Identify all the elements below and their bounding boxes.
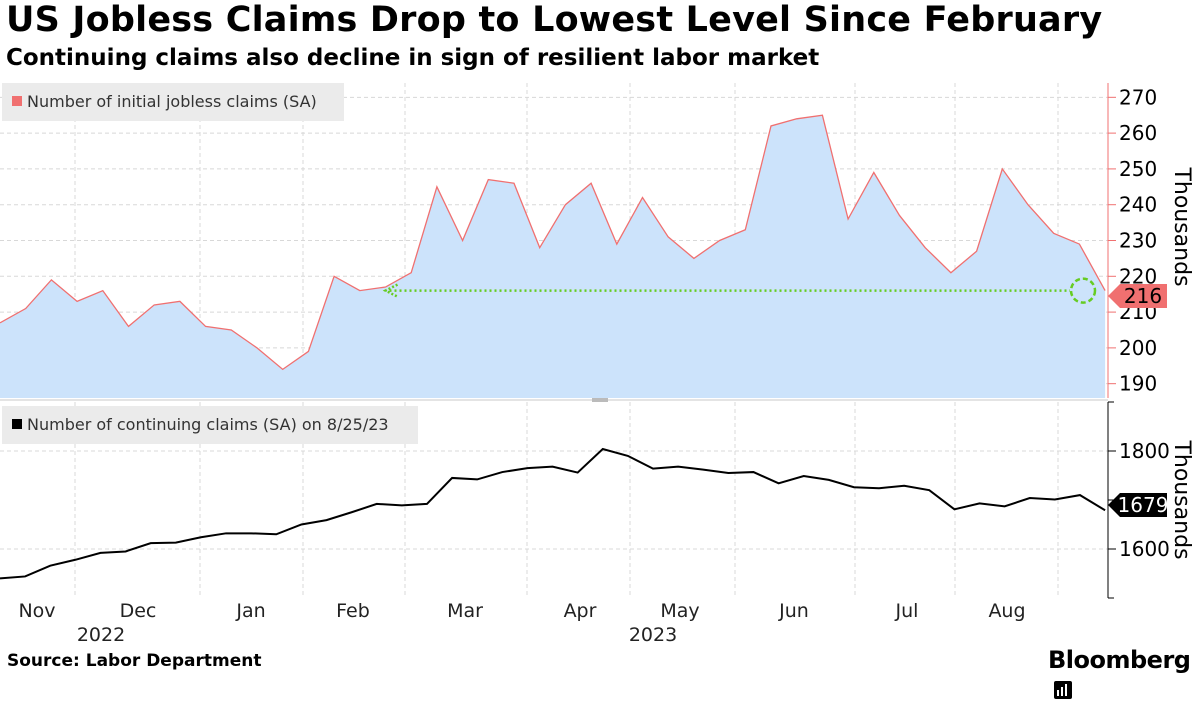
- y-tick-label: 1800: [1119, 439, 1170, 463]
- annotation-arrow: [382, 277, 1097, 304]
- initial-claims-last-value-badge: 216: [1108, 284, 1167, 308]
- source-note: Source: Labor Department: [7, 651, 262, 671]
- initial-claims-last-value: 216: [1124, 284, 1162, 308]
- x-year-label: 2023: [629, 624, 677, 646]
- brand-name: Bloomberg: [1048, 646, 1191, 674]
- x-tick-label: Feb: [336, 600, 370, 622]
- x-tick-label: Jan: [235, 600, 265, 622]
- continuing-claims-line: [0, 447, 1106, 580]
- x-tick-label: Nov: [18, 600, 55, 622]
- initial-claims-area: [0, 115, 1106, 398]
- y-tick-label: 250: [1119, 157, 1157, 181]
- continuing-claims-last-value: 1679: [1118, 493, 1169, 517]
- y-tick-label: 230: [1119, 229, 1157, 253]
- y-tick-label: 200: [1119, 336, 1157, 360]
- claims-chart: Number of initial jobless claims (SA) 19…: [0, 83, 1194, 646]
- initial-claims-legend-box: [2, 83, 344, 121]
- x-tick-label: Jun: [778, 600, 809, 622]
- initial-claims-y-label: Thousands: [1169, 166, 1194, 286]
- x-tick-label: Dec: [120, 600, 157, 622]
- continuing-claims-legend-label: Number of continuing claims (SA) on 8/25…: [27, 415, 389, 434]
- continuing-claims-grid: [0, 402, 1108, 598]
- y-tick-label: 260: [1119, 121, 1157, 145]
- x-tick-label: May: [660, 600, 699, 622]
- x-tick-label: Mar: [447, 600, 483, 622]
- y-tick-label: 240: [1119, 193, 1157, 217]
- annotation-circle: [1069, 277, 1097, 304]
- y-tick-label: 190: [1119, 372, 1157, 396]
- initial-claims-legend-label: Number of initial jobless claims (SA): [27, 92, 317, 111]
- initial-claims-line: [0, 114, 1106, 371]
- terminal-icon: [1054, 681, 1072, 699]
- x-axis: Nov Dec Jan Feb Mar Apr May Jun Jul Aug 2022 2023: [18, 600, 1025, 646]
- annotation-arrowhead: [382, 283, 399, 298]
- x-year-label: 2022: [77, 624, 125, 646]
- bloomberg-logo: Bloomberg: [1048, 646, 1200, 702]
- x-tick-label: Apr: [564, 600, 597, 622]
- continuing-claims-last-value-badge: 1679: [1108, 493, 1168, 517]
- chart-title: US Jobless Claims Drop to Lowest Level S…: [6, 0, 1103, 40]
- continuing-claims-y-label: Thousands: [1169, 439, 1194, 559]
- continuing-claims-legend-swatch: [12, 419, 22, 429]
- initial-claims-legend-swatch: [12, 96, 22, 106]
- x-tick-label: Jul: [895, 600, 919, 622]
- y-tick-label: 270: [1119, 85, 1157, 109]
- y-tick-label: 1600: [1119, 537, 1170, 561]
- chart-subtitle: Continuing claims also decline in sign o…: [6, 45, 820, 71]
- panel-resize-handle: [592, 398, 608, 402]
- continuing-claims-y-axis: 1600 1800: [1107, 401, 1170, 599]
- x-tick-label: Aug: [988, 600, 1025, 622]
- continuing-claims-legend-box: [2, 406, 418, 444]
